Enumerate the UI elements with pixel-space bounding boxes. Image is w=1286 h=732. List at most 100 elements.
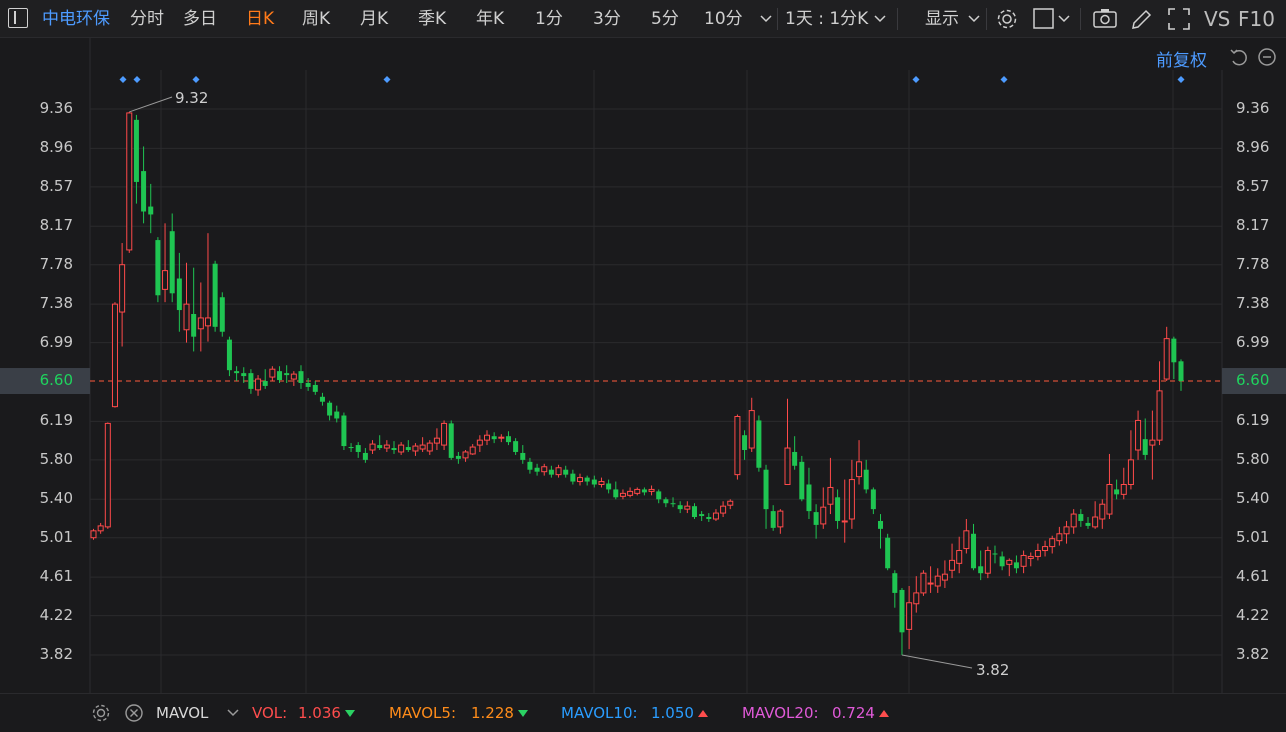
candle-body-up (1120, 483, 1127, 495)
stock-name[interactable]: 中电环保 (42, 9, 110, 29)
tab-10min[interactable]: 10分 (704, 9, 743, 29)
price-tick-left: 8.57 (39, 176, 73, 195)
tab-month-k[interactable]: 月K (360, 9, 389, 29)
display-button[interactable]: 显示 (925, 9, 959, 29)
price-tick-left: 5.40 (39, 489, 73, 508)
candle-body-down (155, 240, 161, 296)
price-tick-right: 6.60 (1236, 371, 1270, 389)
gear-icon[interactable] (996, 0, 1018, 38)
event-marker-icon (912, 76, 920, 83)
candle-body-up (712, 512, 719, 520)
candle-body-up (949, 559, 956, 571)
pencil-icon[interactable] (1130, 0, 1152, 38)
price-tick-left: 4.22 (39, 605, 73, 624)
candle-body-up (841, 520, 848, 523)
candle-body-up (111, 303, 118, 408)
candle-body-down (548, 469, 554, 475)
candle-body-down (176, 278, 182, 311)
candle-body-up (426, 442, 433, 452)
indicator-close-icon[interactable] (124, 703, 144, 723)
tab-quarter-k[interactable]: 季K (418, 9, 447, 29)
candle-body-down (448, 423, 454, 458)
camera-icon[interactable] (1093, 0, 1117, 38)
candle-body-down (742, 435, 748, 451)
tab-fenshi[interactable]: 分时 (130, 9, 164, 29)
tab-duori[interactable]: 多日 (183, 9, 217, 29)
candle-body-down (277, 371, 283, 381)
price-tick-right: 5.40 (1236, 489, 1270, 508)
candle-body-up (648, 488, 655, 492)
candle-body-down (670, 503, 676, 505)
candle-body-up (941, 573, 948, 581)
candle-body-up (419, 444, 426, 450)
square-chevron-icon[interactable] (1058, 0, 1070, 38)
price-tick-right: 7.78 (1236, 254, 1270, 273)
price-tick-right: 5.80 (1236, 449, 1270, 468)
indicator-name[interactable]: MAVOL (156, 704, 209, 722)
candle-body-up (441, 422, 448, 446)
more-tabs-chevron-icon[interactable] (760, 0, 772, 38)
candle-body-down (1013, 562, 1019, 569)
candle-body-up (469, 446, 476, 455)
candle-body-down (527, 461, 533, 470)
tab-5min[interactable]: 5分 (651, 9, 679, 29)
candle-body-down (219, 297, 225, 332)
tab-year-k[interactable]: 年K (476, 9, 505, 29)
low-price-label: 3.82 (976, 661, 1009, 679)
price-tick-left: 7.78 (39, 254, 73, 273)
candle-body-down (505, 436, 511, 443)
mavol10-value-wrap: 1.050 (651, 694, 708, 732)
tab-day-k[interactable]: 日K (246, 9, 275, 29)
candle-body-up (1156, 390, 1163, 441)
candle-body-up (1020, 554, 1027, 567)
candle-body-down (870, 489, 876, 510)
candle-body-down (835, 497, 841, 521)
sidebar-toggle-icon[interactable] (8, 8, 28, 28)
period-chevron-icon[interactable] (874, 0, 886, 38)
vs-button[interactable]: VS (1204, 7, 1231, 31)
candle-body-up (1149, 439, 1156, 446)
indicator-chevron-icon[interactable] (227, 707, 239, 719)
low-leader-line (901, 654, 973, 669)
price-tick-right: 7.38 (1236, 294, 1270, 313)
f10-button[interactable]: F10 (1238, 7, 1275, 31)
candle-body-down (813, 512, 819, 525)
candle-body-up (183, 303, 190, 331)
tab-3min[interactable]: 3分 (593, 9, 621, 29)
fullscreen-icon[interactable] (1167, 0, 1191, 38)
candle-body-up (1006, 559, 1013, 565)
candle-body-down (391, 448, 397, 451)
down-arrow-icon (517, 710, 528, 717)
kline-chart[interactable]: 9.32 3.82 (0, 0, 1286, 693)
candle-body-down (312, 384, 318, 392)
candle-body-down (191, 313, 197, 337)
candle-body-up (1034, 550, 1041, 557)
event-marker-icon (1000, 76, 1008, 83)
candle-body-down (1142, 439, 1148, 455)
tab-1min[interactable]: 1分 (535, 9, 563, 29)
indicator-settings-icon[interactable] (91, 703, 111, 723)
display-chevron-icon[interactable] (968, 0, 980, 38)
event-marker-icon (383, 76, 391, 83)
candle-body-up (1106, 483, 1113, 515)
toolbar: 中电环保 分时 多日 日K 周K 月K 季K 年K 1分 3分 5分 10分 1… (0, 0, 1286, 38)
candle-body-up (856, 461, 863, 478)
candle-body-up (827, 486, 834, 505)
undo-icon[interactable] (1229, 47, 1249, 67)
candle-body-up (97, 525, 104, 532)
indicator-bar: MAVOL VOL: 1.036 MAVOL5: 1.228 MAVOL10: … (0, 693, 1286, 731)
period-select[interactable]: 1天 : 1分K (785, 9, 869, 29)
candle-body-up (920, 572, 927, 594)
square-icon[interactable] (1033, 0, 1055, 38)
price-tick-left: 7.38 (39, 294, 73, 313)
candle-body-up (963, 530, 970, 550)
candle-body-down (978, 566, 984, 574)
adjust-mode-button[interactable]: 前复权 (1156, 51, 1207, 71)
candle-body-up (956, 550, 963, 564)
zoom-out-icon[interactable] (1257, 47, 1277, 67)
tab-week-k[interactable]: 周K (302, 9, 331, 29)
candle-body-up (577, 477, 584, 483)
candle-body-down (513, 441, 519, 452)
candle-body-down (284, 373, 290, 376)
price-tick-right: 9.36 (1236, 99, 1270, 117)
